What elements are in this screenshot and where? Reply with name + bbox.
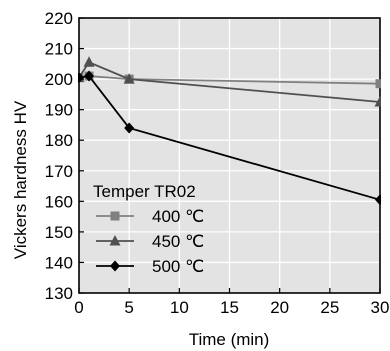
- x-tick-label: 10: [170, 298, 189, 317]
- series-line: [78, 75, 381, 201]
- data-point: [83, 56, 95, 67]
- legend-entry: 500 ℃: [152, 257, 204, 276]
- x-tick-label: 30: [371, 298, 390, 317]
- data-point: [109, 235, 121, 246]
- x-tick-label: 0: [74, 298, 83, 317]
- legend-entry: 400 ℃: [152, 207, 204, 226]
- y-tick-label: 140: [45, 253, 73, 272]
- y-tick-label: 190: [45, 101, 73, 120]
- x-tick-label: 15: [220, 298, 239, 317]
- data-point: [124, 122, 135, 134]
- data-point: [374, 96, 381, 107]
- x-tick-label: 5: [124, 298, 133, 317]
- data-point: [375, 194, 381, 206]
- y-tick-label: 200: [45, 70, 73, 89]
- legend-entry: 450 ℃: [152, 232, 204, 251]
- data-point: [78, 72, 84, 84]
- y-tick-label: 220: [45, 9, 73, 28]
- series-line: [78, 61, 381, 103]
- data-point: [84, 70, 95, 82]
- y-tick-label: 150: [45, 223, 73, 242]
- y-tick-label: 210: [45, 40, 73, 59]
- y-tick-label: 130: [45, 284, 73, 303]
- data-point: [110, 211, 120, 221]
- y-tick-label: 160: [45, 192, 73, 211]
- data-point: [110, 260, 120, 272]
- x-tick-label: 25: [320, 298, 339, 317]
- data-point: [375, 79, 381, 89]
- x-axis-label: Time (min): [189, 330, 270, 349]
- legend-title: Temper TR02: [93, 182, 196, 201]
- y-axis-label: Vickers hardness HV: [11, 100, 30, 259]
- x-tick-label: 20: [270, 298, 289, 317]
- series-group: [78, 56, 381, 206]
- y-tick-label: 180: [45, 131, 73, 150]
- data-point: [123, 73, 135, 84]
- y-tick-label: 170: [45, 162, 73, 181]
